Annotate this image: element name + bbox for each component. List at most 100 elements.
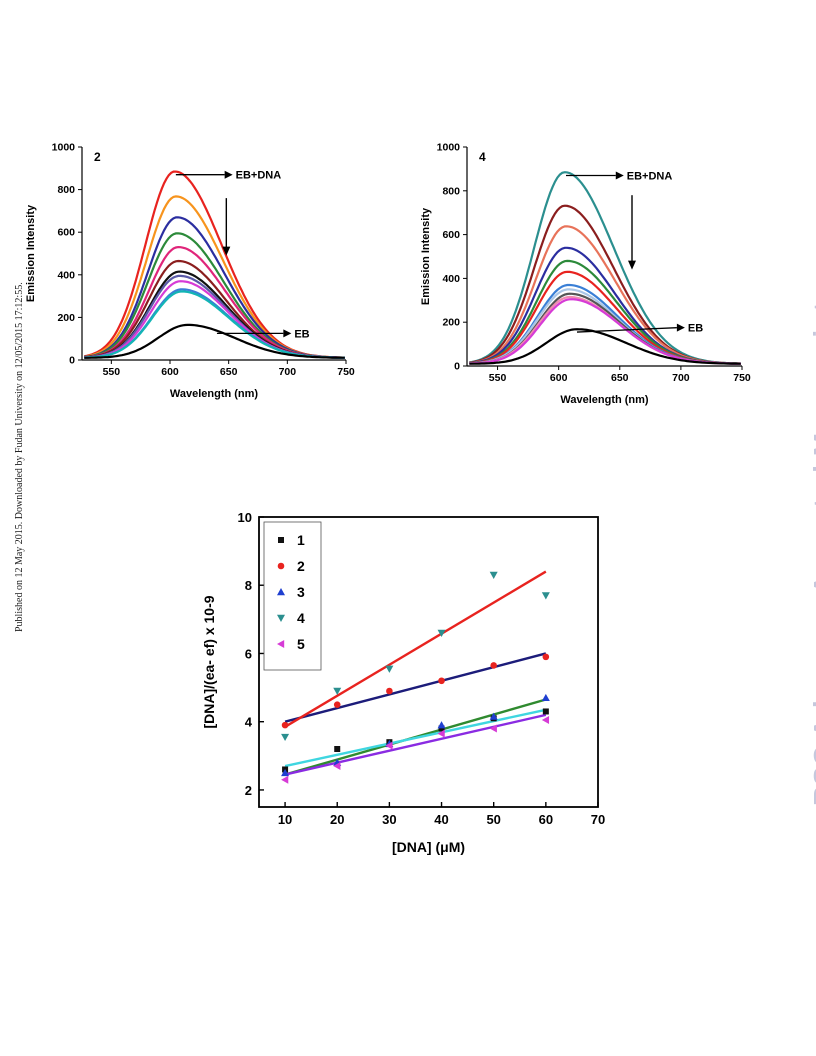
- y-tick-label: 200: [442, 317, 460, 329]
- data-point: [437, 629, 446, 637]
- fit-line: [284, 713, 547, 776]
- dna-binding-scatter-chart: 10 20 30 40 50 60 70 2 4 6 8 10 [DNA] (μM) [DNA]/(ea-…: [201, 510, 605, 855]
- data-point: [489, 571, 498, 579]
- data-point: [490, 662, 497, 669]
- data-point: [541, 592, 550, 600]
- fit-line: [284, 652, 547, 723]
- data-point: [277, 614, 285, 622]
- panel-label: 4: [479, 150, 486, 164]
- data-point: [334, 746, 341, 752]
- data-point: [386, 687, 393, 695]
- annotation-label: EB: [688, 323, 703, 335]
- legend-label: 2: [297, 558, 305, 574]
- x-tick-label: 750: [337, 366, 355, 378]
- data-point: [277, 640, 285, 648]
- y-tick-label: 1000: [437, 142, 461, 154]
- y-tick-label: 2: [245, 783, 252, 798]
- legend-box: [263, 521, 322, 671]
- data-point: [489, 712, 498, 720]
- x-tick-label: 20: [330, 812, 344, 827]
- data-point: [333, 762, 341, 771]
- data-point: [438, 677, 445, 685]
- x-axis-title: [DNA] (μM): [392, 839, 465, 855]
- x-axis-title: Wavelength (nm): [170, 388, 259, 400]
- data-point: [385, 665, 394, 673]
- emission-chart-4: 550 600 650 700 750 0 200 400 600 800 1000 4 Wavelen…: [420, 142, 751, 407]
- data-point: [281, 721, 289, 729]
- data-point: [385, 741, 393, 750]
- data-point: [333, 701, 341, 708]
- x-tick-label: 30: [382, 812, 396, 827]
- trend-arrow-head: [222, 246, 231, 256]
- data-point: [277, 562, 285, 570]
- data-point: [281, 733, 290, 742]
- data-point: [541, 716, 550, 724]
- data-point: [277, 588, 285, 596]
- emission-chart-2: 550 600 650 700 750 0 200 400 600 800 1000 2 Wavelen…: [25, 142, 355, 401]
- y-tick-label: 1000: [52, 142, 76, 154]
- data-point: [281, 775, 289, 784]
- x-tick-label: 550: [489, 372, 507, 384]
- annotation-label: EB+DNA: [627, 170, 673, 182]
- x-tick-label: 600: [550, 372, 568, 384]
- annotation-label: EB: [294, 328, 309, 340]
- legend-label: 5: [297, 636, 305, 652]
- y-tick-label: 200: [57, 312, 75, 324]
- x-axis-title: Wavelength (nm): [560, 394, 649, 406]
- data-point: [278, 537, 284, 543]
- trend-arrow-head: [628, 260, 636, 270]
- y-tick-label: 400: [57, 269, 75, 281]
- annotation-arrow-head: [676, 323, 685, 332]
- data-point: [281, 768, 290, 777]
- spectrum-curve: [469, 328, 741, 365]
- x-tick-label: 700: [672, 372, 690, 384]
- data-point: [541, 693, 550, 702]
- x-tick-label: 10: [278, 812, 292, 827]
- legend-label: 4: [297, 610, 305, 626]
- x-tick-label: 50: [486, 812, 500, 827]
- data-point: [437, 721, 446, 729]
- data-point: [489, 724, 497, 733]
- y-tick-label: 600: [57, 227, 75, 239]
- y-tick-label: 800: [57, 184, 75, 196]
- x-tick-label: 650: [220, 366, 238, 378]
- journal-watermark: RSC Advances Accepted Manuscript: [808, 301, 816, 806]
- data-point: [333, 687, 342, 695]
- y-tick-label: 10: [238, 510, 252, 525]
- y-tick-label: 600: [442, 229, 460, 241]
- annotation-arrow-head: [615, 171, 624, 180]
- x-tick-label: 700: [279, 366, 297, 378]
- fit-line: [284, 708, 547, 768]
- x-tick-label: 750: [733, 372, 751, 384]
- y-tick-label: 4: [245, 715, 253, 730]
- annotation-arrow-line: [576, 327, 677, 333]
- plot-frame: [258, 516, 599, 808]
- y-tick-label: 0: [454, 361, 460, 373]
- x-tick-label: 550: [103, 366, 121, 378]
- y-tick-label: 6: [245, 646, 252, 661]
- data-point: [542, 708, 549, 715]
- spectrum-curve: [84, 323, 345, 359]
- y-axis-title: Emission Intensity: [25, 204, 37, 302]
- y-tick-label: 8: [245, 578, 252, 593]
- legend-label: 3: [297, 584, 305, 600]
- y-tick-label: 400: [442, 273, 460, 285]
- x-tick-label: 650: [611, 372, 629, 384]
- panel-label: 2: [94, 150, 101, 164]
- x-tick-label: 40: [434, 812, 448, 827]
- annotation-arrow-head: [283, 329, 292, 338]
- data-point: [542, 653, 550, 661]
- fit-line: [284, 570, 547, 728]
- y-tick-label: 800: [442, 185, 460, 197]
- x-tick-label: 70: [591, 812, 605, 827]
- data-point: [437, 729, 445, 738]
- y-tick-label: 0: [69, 355, 75, 367]
- legend-label: 1: [297, 532, 305, 548]
- y-axis-title: Emission Intensity: [420, 207, 432, 305]
- annotation-label: EB+DNA: [236, 170, 282, 182]
- x-tick-label: 600: [161, 366, 179, 378]
- x-tick-label: 60: [539, 812, 553, 827]
- y-axis-title: [DNA]/(ea- ef) x 10-9: [201, 595, 217, 728]
- annotation-arrow-head: [224, 170, 233, 179]
- data-point: [438, 725, 445, 732]
